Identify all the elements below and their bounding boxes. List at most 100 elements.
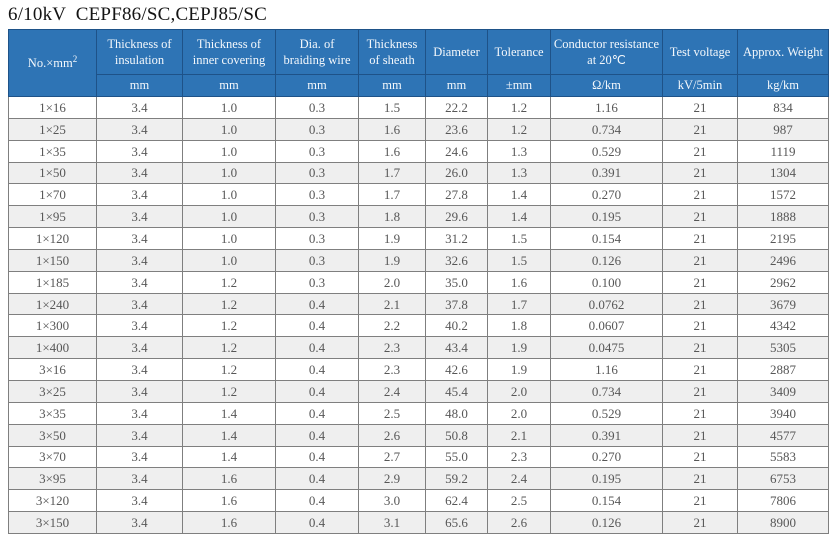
unit-thickness-inner-covering: mm — [182, 74, 276, 97]
value-cell: 2.5 — [487, 489, 551, 513]
value-cell: 0.154 — [550, 489, 663, 513]
value-cell: 21 — [662, 205, 738, 229]
value-cell: 3.4 — [96, 161, 183, 185]
value-cell: 2195 — [737, 227, 829, 250]
value-cell: 0.4 — [275, 314, 359, 338]
value-cell: 2.0 — [487, 379, 551, 403]
value-cell: 3.4 — [96, 292, 183, 316]
value-cell: 0.154 — [550, 227, 663, 250]
value-cell: 0.126 — [550, 248, 663, 272]
header-conductor-resistance: Conductor resistance at 20℃ — [550, 29, 663, 75]
unit-thickness-insulation: mm — [96, 74, 183, 97]
value-cell: 21 — [662, 227, 738, 250]
table-row: 3×16 3.4 1.2 0.4 2.3 42.6 1.9 1.16 21 2887 — [8, 358, 829, 381]
value-cell: 0.100 — [550, 270, 663, 294]
value-cell: 1.5 — [358, 96, 426, 119]
value-cell: 48.0 — [425, 401, 488, 425]
table-body: 1×16 3.4 1.0 0.3 1.5 22.2 1.2 1.16 21 834 1×25 3.4 1… — [8, 96, 829, 534]
value-cell: 3.4 — [96, 183, 183, 207]
value-cell: 0.3 — [275, 227, 359, 250]
value-cell: 1.7 — [487, 292, 551, 316]
value-cell: 1.4 — [487, 183, 551, 207]
value-cell: 1.4 — [182, 401, 276, 425]
value-cell: 1.6 — [487, 270, 551, 294]
value-cell: 4577 — [737, 423, 829, 447]
value-cell: 21 — [662, 248, 738, 272]
value-cell: 0.3 — [275, 270, 359, 294]
unit-diameter: mm — [425, 74, 488, 97]
header-dia-braiding-wire: Dia. of braiding wire — [275, 29, 359, 75]
value-cell: 8900 — [737, 511, 829, 534]
value-cell: 21 — [662, 314, 738, 338]
table-row: 1×185 3.4 1.2 0.3 2.0 35.0 1.6 0.100 21 2962 — [8, 270, 829, 294]
spec-size-cell: 3×25 — [8, 379, 97, 403]
value-cell: 2.7 — [358, 445, 426, 469]
unit-conductor-resistance: Ω/km — [550, 74, 663, 97]
value-cell: 0.0762 — [550, 292, 663, 316]
table-row: 3×150 3.4 1.6 0.4 3.1 65.6 2.6 0.126 21 8900 — [8, 511, 829, 534]
value-cell: 1888 — [737, 205, 829, 229]
spec-size-cell: 3×35 — [8, 401, 97, 425]
header-thickness-sheath: Thickness of sheath — [358, 29, 426, 75]
value-cell: 0.0475 — [550, 336, 663, 360]
table-row: 1×240 3.4 1.2 0.4 2.1 37.8 1.7 0.0762 21 3679 — [8, 292, 829, 316]
value-cell: 1.0 — [182, 139, 276, 163]
header-label-row: No.×mm2 Thickness of insulation Thicknes… — [8, 29, 829, 97]
value-cell: 4342 — [737, 314, 829, 338]
value-cell: 1304 — [737, 161, 829, 185]
header-thickness-inner-covering: Thickness of inner covering — [182, 29, 276, 75]
spec-size-cell: 1×185 — [8, 270, 97, 294]
value-cell: 1.16 — [550, 358, 663, 381]
value-cell: 2.3 — [487, 445, 551, 469]
value-cell: 3.4 — [96, 401, 183, 425]
value-cell: 3.4 — [96, 139, 183, 163]
table-row: 3×35 3.4 1.4 0.4 2.5 48.0 2.0 0.529 21 3940 — [8, 401, 829, 425]
value-cell: 3.0 — [358, 489, 426, 513]
value-cell: 0.4 — [275, 379, 359, 403]
value-cell: 0.734 — [550, 117, 663, 141]
value-cell: 0.126 — [550, 511, 663, 534]
spec-size-cell: 1×70 — [8, 183, 97, 207]
value-cell: 2.3 — [358, 358, 426, 381]
value-cell: 55.0 — [425, 445, 488, 469]
value-cell: 21 — [662, 183, 738, 207]
value-cell: 1119 — [737, 139, 829, 163]
value-cell: 0.4 — [275, 358, 359, 381]
value-cell: 987 — [737, 117, 829, 141]
value-cell: 0.4 — [275, 489, 359, 513]
header-no-mm2-label: No.×mm — [27, 55, 73, 70]
value-cell: 62.4 — [425, 489, 488, 513]
value-cell: 37.8 — [425, 292, 488, 316]
table-row: 1×35 3.4 1.0 0.3 1.6 24.6 1.3 0.529 21 1119 — [8, 139, 829, 163]
value-cell: 1572 — [737, 183, 829, 207]
value-cell: 0.3 — [275, 161, 359, 185]
value-cell: 0.4 — [275, 336, 359, 360]
value-cell: 3.4 — [96, 314, 183, 338]
value-cell: 3.4 — [96, 117, 183, 141]
unit-tolerance: ±mm — [487, 74, 551, 97]
value-cell: 5583 — [737, 445, 829, 469]
value-cell: 1.16 — [550, 96, 663, 119]
value-cell: 1.0 — [182, 117, 276, 141]
value-cell: 1.6 — [182, 489, 276, 513]
value-cell: 1.2 — [182, 292, 276, 316]
value-cell: 3.1 — [358, 511, 426, 534]
table-row: 1×400 3.4 1.2 0.4 2.3 43.4 1.9 0.0475 21 5305 — [8, 336, 829, 360]
value-cell: 1.0 — [182, 227, 276, 250]
value-cell: 21 — [662, 358, 738, 381]
value-cell: 23.6 — [425, 117, 488, 141]
header-unit-row: mm mm mm mm mm ±mm Ω/km kV/5min kg/km — [9, 74, 829, 97]
value-cell: 3.4 — [96, 467, 183, 491]
value-cell: 21 — [662, 423, 738, 447]
value-cell: 59.2 — [425, 467, 488, 491]
value-cell: 0.195 — [550, 205, 663, 229]
spec-size-cell: 1×240 — [8, 292, 97, 316]
value-cell: 1.2 — [182, 314, 276, 338]
unit-thickness-sheath: mm — [358, 74, 426, 97]
spec-size-cell: 1×35 — [8, 139, 97, 163]
value-cell: 2.0 — [358, 270, 426, 294]
value-cell: 0.734 — [550, 379, 663, 403]
value-cell: 1.2 — [487, 96, 551, 119]
value-cell: 1.4 — [182, 423, 276, 447]
value-cell: 29.6 — [425, 205, 488, 229]
